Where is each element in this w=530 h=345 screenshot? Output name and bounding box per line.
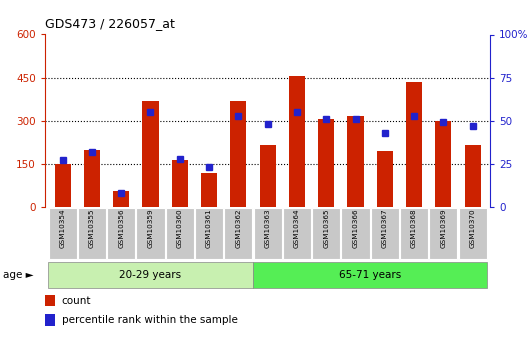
Text: GSM10355: GSM10355 [89,209,95,248]
FancyBboxPatch shape [253,262,487,288]
Text: GSM10362: GSM10362 [235,209,241,248]
Text: GSM10361: GSM10361 [206,209,212,248]
Bar [45,314,55,326]
Text: GSM10365: GSM10365 [323,209,329,248]
Text: 20-29 years: 20-29 years [119,269,182,279]
Text: GSM10354: GSM10354 [59,209,66,248]
FancyBboxPatch shape [78,208,106,259]
FancyBboxPatch shape [429,208,457,259]
Bar [435,121,452,207]
Text: GSM10359: GSM10359 [147,209,154,248]
Text: 65-71 years: 65-71 years [339,269,401,279]
Bar [406,82,422,207]
FancyBboxPatch shape [253,208,282,259]
Bar [55,164,70,207]
Bar [377,151,393,207]
Text: GSM10360: GSM10360 [177,209,183,248]
FancyBboxPatch shape [341,208,369,259]
Text: percentile rank within the sample: percentile rank within the sample [61,315,237,325]
FancyBboxPatch shape [107,208,135,259]
Text: GSM10363: GSM10363 [264,209,271,248]
Bar [231,101,246,207]
FancyBboxPatch shape [371,208,399,259]
FancyBboxPatch shape [283,208,311,259]
Bar [172,159,188,207]
FancyBboxPatch shape [48,262,253,288]
Text: age ►: age ► [3,270,33,280]
Bar [84,149,100,207]
Bar [348,117,364,207]
Text: GSM10368: GSM10368 [411,209,417,248]
Bar [318,119,334,207]
Text: count: count [61,296,91,306]
Text: GSM10369: GSM10369 [440,209,446,248]
FancyBboxPatch shape [312,208,340,259]
FancyBboxPatch shape [224,208,252,259]
Bar [289,76,305,207]
Bar [260,145,276,207]
FancyBboxPatch shape [166,208,194,259]
Bar [465,145,481,207]
Text: GSM10356: GSM10356 [118,209,124,248]
FancyBboxPatch shape [49,208,77,259]
Bar [201,172,217,207]
Text: GSM10370: GSM10370 [470,209,476,248]
Text: GDS473 / 226057_at: GDS473 / 226057_at [45,17,175,30]
FancyBboxPatch shape [195,208,223,259]
Bar [113,191,129,207]
Bar [45,295,55,306]
Bar [143,101,158,207]
Text: GSM10367: GSM10367 [382,209,388,248]
FancyBboxPatch shape [136,208,164,259]
FancyBboxPatch shape [458,208,487,259]
FancyBboxPatch shape [400,208,428,259]
Text: GSM10364: GSM10364 [294,209,300,248]
Text: GSM10366: GSM10366 [352,209,358,248]
